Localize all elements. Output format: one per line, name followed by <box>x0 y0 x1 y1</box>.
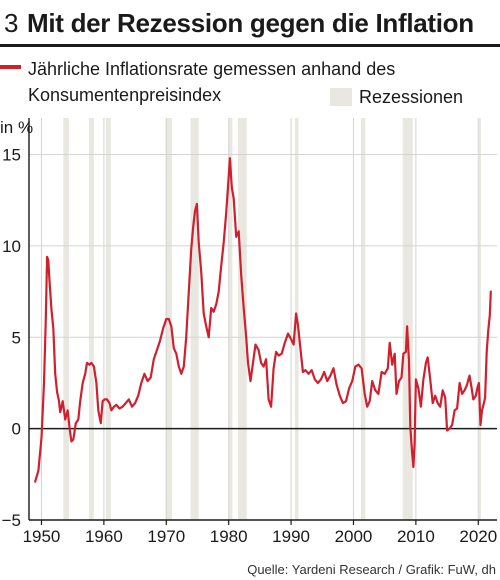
y-tick-label--5: −5 <box>2 511 21 530</box>
y-tick-label-5: 5 <box>12 328 21 347</box>
legend-recession-swatch <box>330 88 352 106</box>
series-line-inflation <box>34 157 492 483</box>
recession-band-9 <box>360 118 366 520</box>
chart-number: 3 <box>4 8 19 38</box>
x-tick-label-2010: 2010 <box>397 527 435 546</box>
recession-band-2 <box>88 118 94 520</box>
y-tick-label-10: 10 <box>2 237 21 256</box>
x-tick-label-1980: 1980 <box>210 527 248 546</box>
axes <box>28 118 497 525</box>
series-layer <box>34 157 492 483</box>
recession-band-7 <box>238 118 247 520</box>
x-tick-label-1960: 1960 <box>85 527 123 546</box>
legend-line-label: Jährliche Inflationsrate gemessen anhand… <box>28 59 396 105</box>
grid-lines <box>29 118 497 521</box>
x-tick-label-1970: 1970 <box>147 527 185 546</box>
recession-band-6 <box>228 118 233 520</box>
recession-band-1 <box>63 118 69 520</box>
recession-band-5 <box>190 118 199 520</box>
title-rule <box>0 44 500 47</box>
x-tick-label-2020: 2020 <box>459 527 497 546</box>
chart-title: Mit der Rezession gegen die Inflation <box>27 8 474 38</box>
y-tick-label-15: 15 <box>2 146 21 165</box>
chart-header: 3 Mit der Rezession gegen die Inflation <box>0 0 500 48</box>
x-tick-label-1950: 1950 <box>23 527 61 546</box>
recession-bands <box>63 118 481 520</box>
y-axis-unit-label: in % <box>0 118 34 137</box>
recession-band-3 <box>105 118 111 520</box>
legend-line-swatch <box>0 65 21 69</box>
x-tick-label-1990: 1990 <box>272 527 310 546</box>
recession-band-10 <box>402 118 413 520</box>
source-note: Quelle: Yardeni Research / Grafik: FuW, … <box>247 562 496 577</box>
tick-labels: 1950 1960 1970 1980 1990 2000 2010 2020 −5 0 5 10 15 <box>2 146 498 546</box>
y-tick-label-0: 0 <box>12 420 21 439</box>
x-tick-label-2000: 2000 <box>335 527 373 546</box>
legend-recession-label: Rezessionen <box>359 87 464 107</box>
recession-band-11 <box>478 118 481 520</box>
